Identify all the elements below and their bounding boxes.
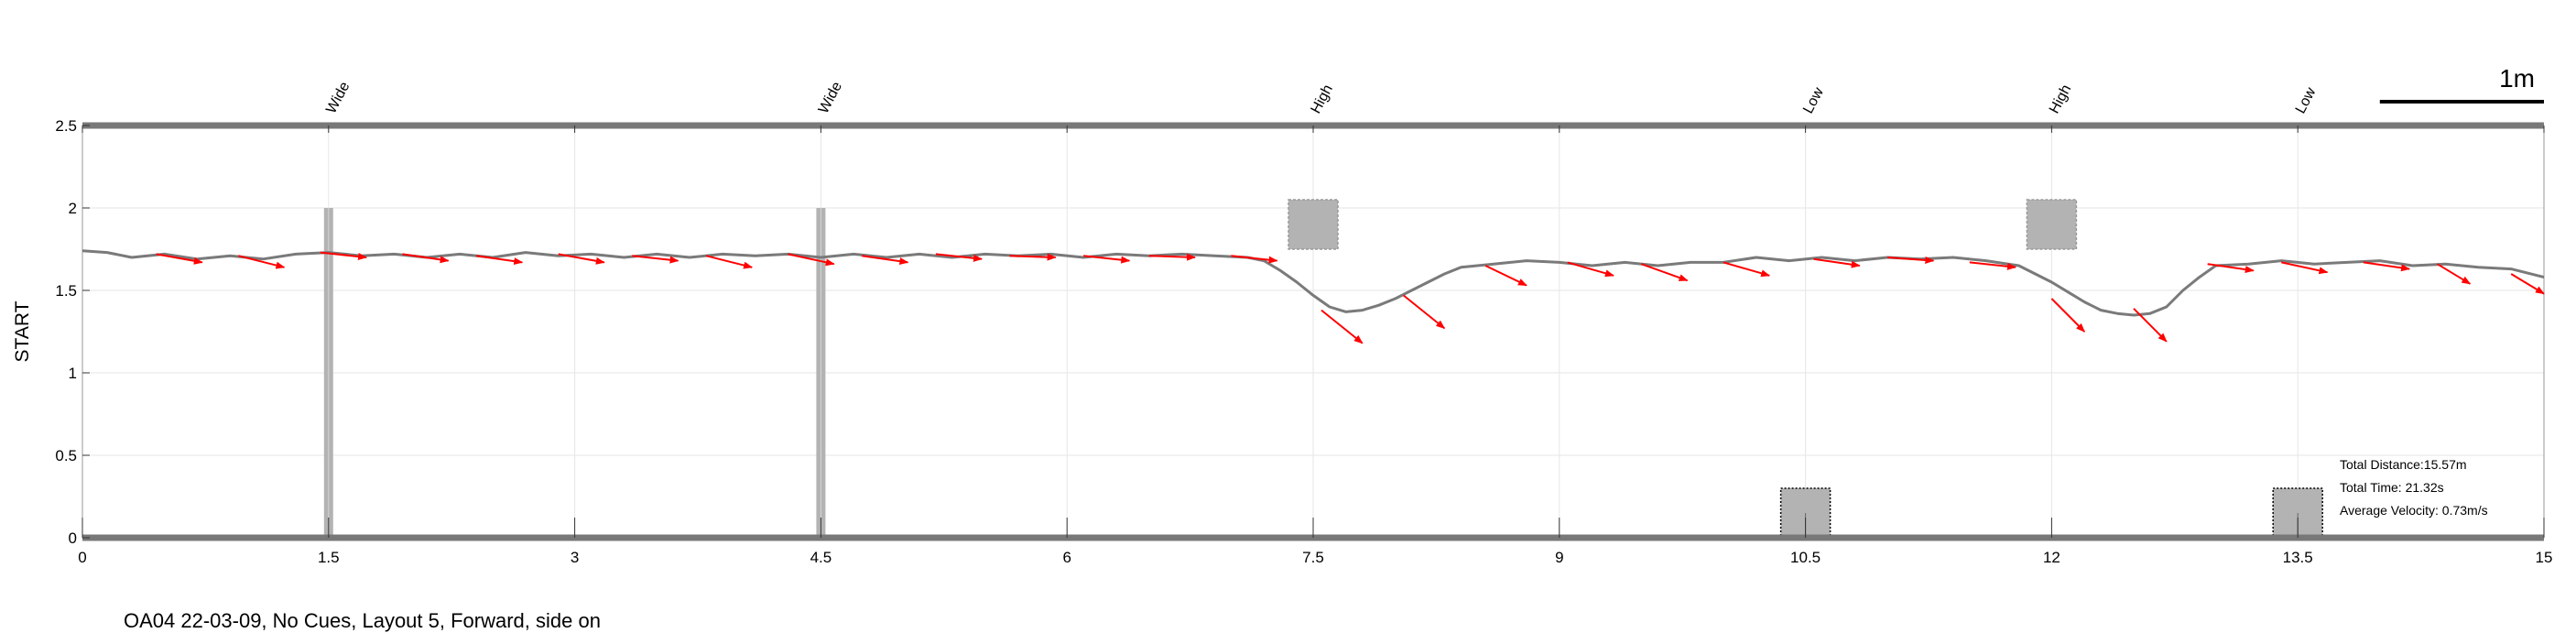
y-tick-label: 1 (69, 365, 77, 382)
y-tick-label: 0 (69, 529, 77, 547)
x-tick-label: 9 (1555, 549, 1563, 566)
direction-arrow (632, 255, 679, 264)
trajectory-line (82, 249, 2545, 317)
direction-arrow (320, 251, 368, 261)
direction-arrow (1813, 257, 1861, 268)
stats-line: Total Distance:15.57m (2340, 457, 2467, 472)
y-axis-label: START (12, 300, 33, 362)
obstacles (323, 199, 2323, 539)
y-tick-label: 1.5 (55, 282, 77, 300)
obstacle-label: High (2047, 82, 2074, 116)
direction-arrow (1723, 261, 1771, 278)
x-tick-label: 7.5 (1302, 549, 1324, 566)
direction-arrow (1231, 255, 1278, 264)
obstacle-label: High (1309, 82, 1336, 116)
chart-caption: OA04 22-03-09, No Cues, Layout 5, Forwar… (124, 609, 601, 632)
direction-arrow (1641, 263, 1689, 282)
direction-arrow (1321, 309, 1364, 344)
direction-arrow (2510, 273, 2545, 295)
plot-frame (82, 100, 2545, 541)
direction-arrow (2133, 308, 2168, 343)
x-tick-label: 1.5 (318, 549, 340, 566)
x-tick-label: 0 (78, 549, 86, 566)
direction-arrow (1484, 265, 1527, 287)
direction-arrow (1887, 256, 1935, 264)
direction-arrow (1148, 253, 1196, 261)
x-tick-label: 15 (2536, 549, 2553, 566)
direction-arrow (156, 253, 203, 265)
obstacle-high (2026, 199, 2078, 250)
direction-arrow (2363, 261, 2411, 272)
direction-arrow (1969, 261, 2016, 270)
grid (82, 126, 2544, 538)
direction-arrow (2207, 263, 2255, 274)
stats-line: Average Velocity: 0.73m/s (2340, 503, 2488, 518)
direction-arrow (475, 255, 524, 266)
obstacle-label: Low (1800, 85, 1827, 116)
direction-arrow (1402, 294, 1446, 330)
trajectory (82, 249, 2545, 317)
obstacle-high (1288, 199, 1339, 250)
scale-bar-label: 1m (2499, 64, 2535, 93)
x-tick-label: 3 (571, 549, 579, 566)
stats-line: Total Time: 21.32s (2340, 480, 2444, 495)
direction-arrow (558, 253, 605, 265)
direction-arrow (788, 253, 835, 267)
direction-arrow (402, 253, 450, 264)
x-tick-label: 4.5 (810, 549, 832, 566)
direction-arrow (1567, 261, 1614, 278)
x-tick-label: 12 (2043, 549, 2060, 566)
obstacle-label: Low (2293, 85, 2320, 116)
direction-arrow (2050, 298, 2085, 333)
y-tick-label: 2 (69, 200, 77, 217)
direction-arrow (862, 255, 909, 266)
y-tick-label: 0.5 (55, 447, 77, 464)
direction-arrow (935, 253, 984, 262)
direction-arrow (237, 255, 286, 269)
x-tick-label: 10.5 (1790, 549, 1821, 566)
x-tick-label: 13.5 (2283, 549, 2313, 566)
direction-arrow (1083, 255, 1131, 264)
direction-arrow (2281, 261, 2329, 275)
direction-arrow (1009, 253, 1057, 261)
obstacle-label: Wide (816, 80, 845, 116)
direction-arrow (705, 255, 754, 269)
obstacle-label: Wide (323, 80, 353, 116)
x-tick-label: 6 (1062, 549, 1071, 566)
direction-arrows (156, 251, 2545, 344)
direction-arrow (2437, 263, 2472, 285)
y-tick-label: 2.5 (55, 117, 77, 135)
